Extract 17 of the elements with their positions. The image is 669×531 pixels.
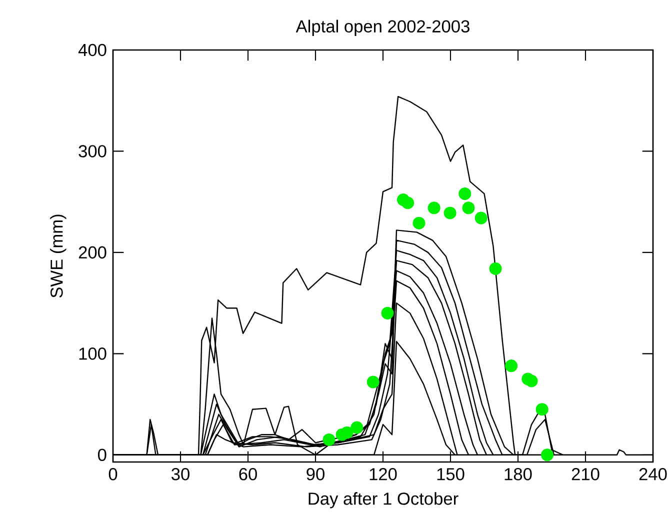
x-tick-label: 60 (239, 468, 257, 480)
x-tick-label: 180 (504, 468, 532, 480)
y-tick-label: 0 (98, 448, 106, 462)
x-tick-label: 150 (437, 468, 464, 480)
y-tick-label: 400 (78, 44, 106, 56)
x-tick-label: 90 (306, 468, 324, 480)
x-tick-label: 30 (172, 468, 190, 480)
x-axis-title: Day after 1 October (308, 492, 458, 508)
x-tick-label: 240 (639, 468, 667, 480)
y-axis-title: SWE (mm) (50, 214, 66, 298)
y-tick-label: 100 (79, 348, 106, 360)
x-tick-label: 210 (572, 468, 600, 480)
y-tick-label: 200 (78, 246, 106, 259)
x-tick-label: 120 (370, 468, 397, 480)
y-tick-label: 300 (78, 145, 106, 158)
chart-title: Alptal open 2002-2003 (296, 20, 470, 36)
x-tick-label: 0 (108, 468, 118, 480)
